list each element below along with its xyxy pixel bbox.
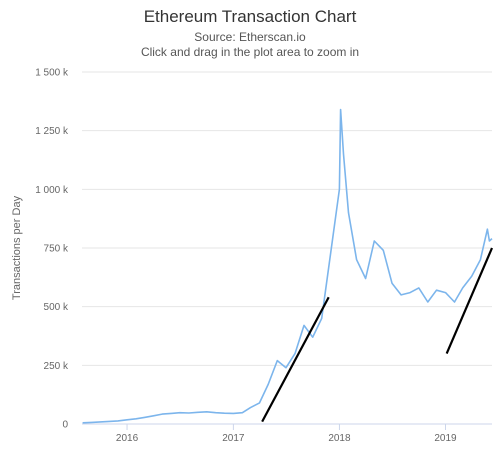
x-tick-label: 2019 bbox=[434, 433, 457, 444]
x-tick-label: 2017 bbox=[222, 433, 245, 444]
y-tick-label: 0 bbox=[62, 420, 68, 431]
y-tick-label: 500 k bbox=[44, 302, 69, 313]
x-axis-ticks: 2016 2017 2018 2019 bbox=[82, 423, 492, 444]
trend-line bbox=[445, 247, 494, 355]
x-tick-label: 2018 bbox=[328, 433, 351, 444]
series-line[interactable] bbox=[82, 108, 493, 424]
y-gridlines bbox=[82, 71, 492, 425]
y-axis-ticks: 0 250 k 500 k 750 k 1 000 k 1 250 k 1 500 k bbox=[35, 68, 69, 431]
y-tick-label: 1 250 k bbox=[35, 126, 69, 137]
y-axis-label: Transactions per Day bbox=[11, 195, 23, 300]
x-tick-label: 2016 bbox=[116, 433, 139, 444]
y-tick-label: 1 000 k bbox=[35, 185, 69, 196]
chart-subtitle-zoom-hint: Click and drag in the plot area to zoom … bbox=[141, 45, 359, 59]
y-tick-label: 250 k bbox=[44, 361, 69, 372]
y-tick-label: 750 k bbox=[44, 244, 69, 255]
trend-lines bbox=[261, 247, 494, 423]
y-tick-label: 1 500 k bbox=[35, 68, 69, 79]
trend-line bbox=[261, 296, 330, 423]
chart-title: Ethereum Transaction Chart bbox=[144, 7, 357, 26]
chart-subtitle-source: Source: Etherscan.io bbox=[194, 30, 306, 44]
series-layer bbox=[82, 108, 493, 424]
